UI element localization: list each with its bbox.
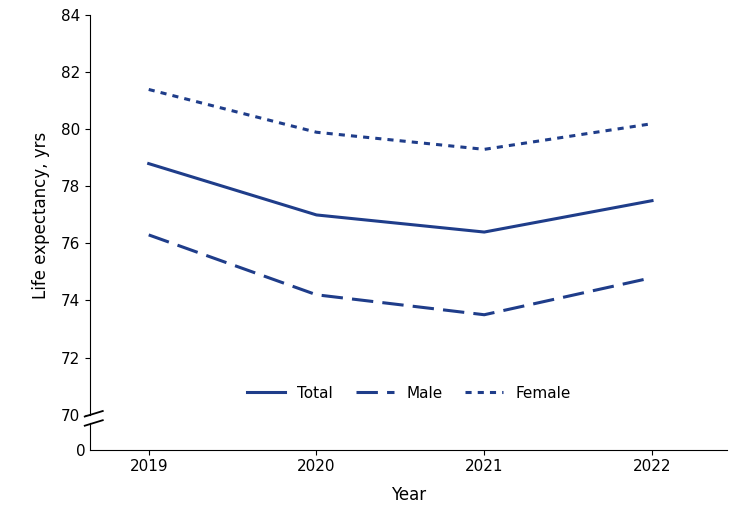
Female [312,129,321,135]
Line: Female: Female [148,89,652,149]
Legend: Total, Male, Female: Total, Male, Female [241,380,577,407]
Male [312,292,321,298]
Total [480,229,489,235]
Y-axis label: Life expectancy, yrs: Life expectancy, yrs [32,131,50,298]
Female [144,86,153,92]
Total [312,212,321,218]
Male [480,312,489,318]
Male [647,274,656,281]
Total [144,160,153,167]
Female [480,146,489,152]
Female [647,121,656,127]
Line: Male: Male [148,235,652,315]
Male [144,232,153,238]
X-axis label: Year: Year [392,485,426,503]
Total [647,198,656,204]
Line: Total: Total [148,164,652,232]
